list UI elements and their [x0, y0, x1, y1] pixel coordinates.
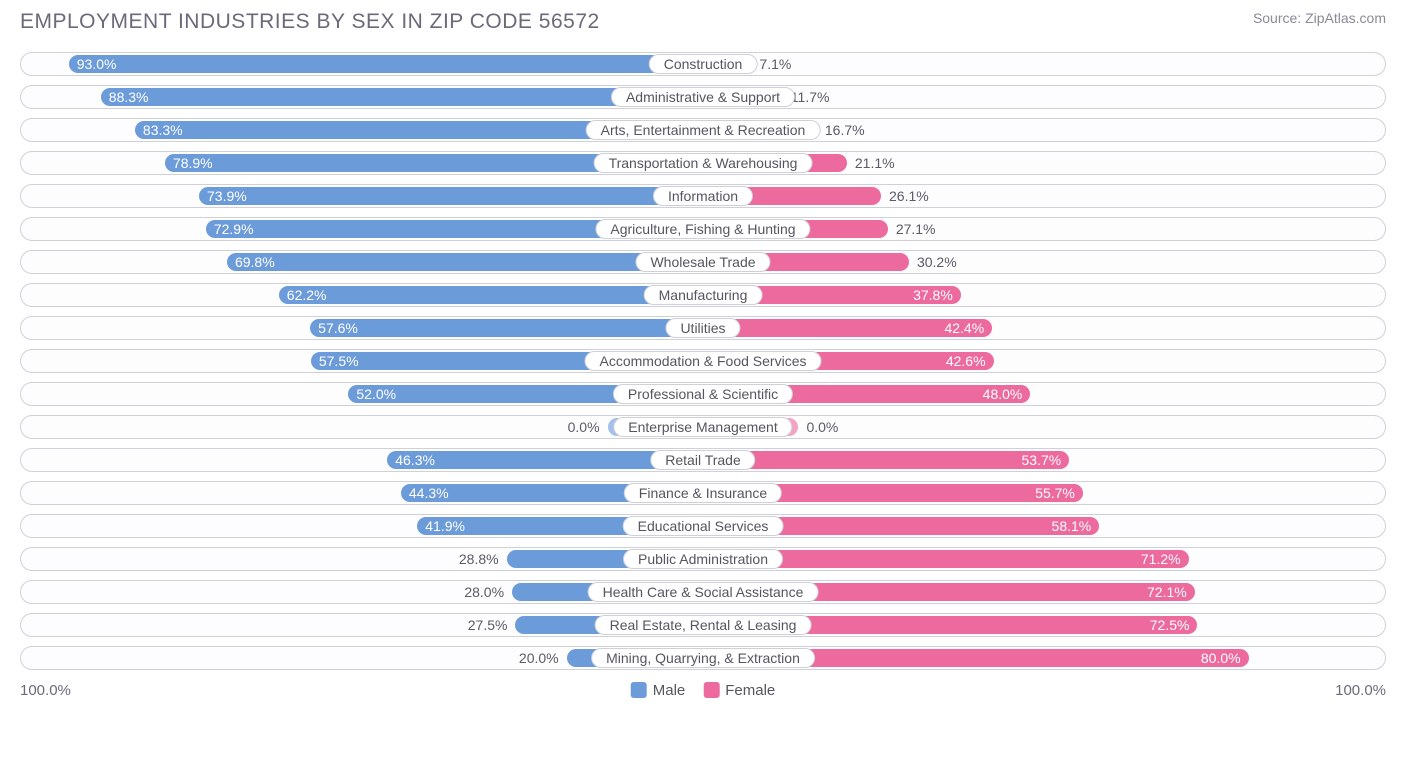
bar-label-male: 20.0% — [519, 650, 559, 666]
chart-row: 20.0% 80.0% Mining, Quarrying, & Extractio… — [20, 646, 1386, 670]
chart-source: Source: ZipAtlas.com — [1253, 10, 1386, 26]
category-label: Accommodation & Food Services — [585, 351, 822, 371]
bar-label-female: 48.0% — [983, 386, 1023, 402]
bar-label-female: 55.7% — [1035, 485, 1075, 501]
legend-label-male: Male — [653, 682, 686, 699]
bar-label-male: 44.3% — [409, 485, 449, 501]
bar-label-male: 73.9% — [207, 188, 247, 204]
chart-row: 93.0% 7.1%Construction — [20, 52, 1386, 76]
bar-label-female: 21.1% — [855, 155, 895, 171]
bar-label-female: 53.7% — [1022, 452, 1062, 468]
bar-label-female: 42.4% — [944, 320, 984, 336]
category-label: Arts, Entertainment & Recreation — [586, 120, 821, 140]
bar-male: 73.9% — [199, 187, 703, 205]
legend-label-female: Female — [725, 682, 775, 699]
category-label: Public Administration — [623, 549, 783, 569]
bar-label-male: 88.3% — [109, 89, 149, 105]
chart-row: 28.8% 71.2% Public Administration — [20, 547, 1386, 571]
bar-label-female: 7.1% — [759, 56, 791, 72]
chart-row: 83.3% 16.7%Arts, Entertainment & Recreati… — [20, 118, 1386, 142]
chart-row: 69.8% 30.2% Wholesale Trade — [20, 250, 1386, 274]
bar-label-male: 46.3% — [395, 452, 435, 468]
chart-row: 88.3% 11.7%Administrative & Support — [20, 85, 1386, 109]
swatch-male — [631, 682, 647, 698]
bar-label-female: 58.1% — [1052, 518, 1092, 534]
chart-row: 62.2% 37.8% Manufacturing — [20, 283, 1386, 307]
category-label: Retail Trade — [650, 450, 755, 470]
bar-label-female: 16.7% — [825, 122, 865, 138]
category-label: Real Estate, Rental & Leasing — [595, 615, 812, 635]
bar-label-male: 41.9% — [425, 518, 465, 534]
chart-header: EMPLOYMENT INDUSTRIES BY SEX IN ZIP CODE… — [20, 10, 1386, 34]
bar-label-female: 42.6% — [946, 353, 986, 369]
bar-label-male: 57.5% — [319, 353, 359, 369]
bar-label-female: 37.8% — [913, 287, 953, 303]
category-label: Professional & Scientific — [613, 384, 793, 404]
chart-row: 44.3% 55.7% Finance & Insurance — [20, 481, 1386, 505]
bar-label-male: 93.0% — [77, 56, 117, 72]
bar-label-female: 72.1% — [1147, 584, 1187, 600]
bar-label-female: 26.1% — [889, 188, 929, 204]
bar-label-male: 78.9% — [173, 155, 213, 171]
category-label: Educational Services — [623, 516, 784, 536]
category-label: Transportation & Warehousing — [594, 153, 813, 173]
category-label: Manufacturing — [644, 285, 763, 305]
legend: Male Female — [631, 682, 776, 699]
chart-row: 27.5% 72.5% Real Estate, Rental & Leasing — [20, 613, 1386, 637]
bar-label-male: 27.5% — [468, 617, 508, 633]
swatch-female — [703, 682, 719, 698]
category-label: Enterprise Management — [613, 417, 792, 437]
category-label: Information — [653, 186, 753, 206]
bar-male: 62.2% — [279, 286, 703, 304]
bar-label-male: 52.0% — [356, 386, 396, 402]
category-label: Health Care & Social Assistance — [588, 582, 819, 602]
bar-male: 57.6% — [310, 319, 703, 337]
chart-row: 52.0% 48.0% Professional & Scientific — [20, 382, 1386, 406]
chart-row: 46.3% 53.7% Retail Trade — [20, 448, 1386, 472]
chart-row: 41.9% 58.1% Educational Services — [20, 514, 1386, 538]
chart-row: 28.0% 72.1% Health Care & Social Assistanc… — [20, 580, 1386, 604]
bar-label-male: 83.3% — [143, 122, 183, 138]
bar-label-male: 28.0% — [464, 584, 504, 600]
axis-label-right: 100.0% — [1335, 682, 1386, 699]
chart-row: 0.0% 0.0% Enterprise Management — [20, 415, 1386, 439]
chart-row: 57.6% 42.4% Utilities — [20, 316, 1386, 340]
bar-label-female: 71.2% — [1141, 551, 1181, 567]
bar-label-male: 69.8% — [235, 254, 275, 270]
legend-item-male: Male — [631, 682, 686, 699]
category-label: Mining, Quarrying, & Extraction — [591, 648, 815, 668]
legend-item-female: Female — [703, 682, 775, 699]
category-label: Agriculture, Fishing & Hunting — [595, 219, 810, 239]
bar-label-male: 72.9% — [214, 221, 254, 237]
bar-label-male: 28.8% — [459, 551, 499, 567]
bar-label-female: 11.7% — [791, 89, 830, 105]
bar-label-male: 0.0% — [568, 419, 600, 435]
axis-label-left: 100.0% — [20, 682, 71, 699]
chart-row: 57.5% 42.6% Accommodation & Food Services — [20, 349, 1386, 373]
bar-label-female: 30.2% — [917, 254, 957, 270]
bar-label-female: 72.5% — [1150, 617, 1190, 633]
category-label: Administrative & Support — [611, 87, 795, 107]
category-label: Finance & Insurance — [624, 483, 782, 503]
bar-label-female: 80.0% — [1201, 650, 1241, 666]
bar-label-male: 62.2% — [287, 287, 327, 303]
bar-label-male: 57.6% — [318, 320, 358, 336]
category-label: Construction — [649, 54, 758, 74]
bar-label-female: 27.1% — [896, 221, 936, 237]
bar-female: 53.7% — [703, 451, 1069, 469]
bar-female: 42.4% — [703, 319, 992, 337]
chart-title: EMPLOYMENT INDUSTRIES BY SEX IN ZIP CODE… — [20, 10, 600, 34]
chart-row: 78.9% 21.1% Transportation & Warehousing — [20, 151, 1386, 175]
category-label: Utilities — [665, 318, 740, 338]
chart-row: 73.9% 26.1% Information — [20, 184, 1386, 208]
category-label: Wholesale Trade — [635, 252, 770, 272]
bar-label-female: 0.0% — [806, 419, 838, 435]
diverging-bar-chart: 93.0% 7.1%Construction 88.3% 11.7%Administr… — [20, 52, 1386, 670]
chart-footer: 100.0% Male Female 100.0% — [20, 679, 1386, 701]
bar-male: 69.8% — [227, 253, 703, 271]
chart-row: 72.9% 27.1% Agriculture, Fishing & Hunting — [20, 217, 1386, 241]
bar-male: 93.0% — [69, 55, 703, 73]
